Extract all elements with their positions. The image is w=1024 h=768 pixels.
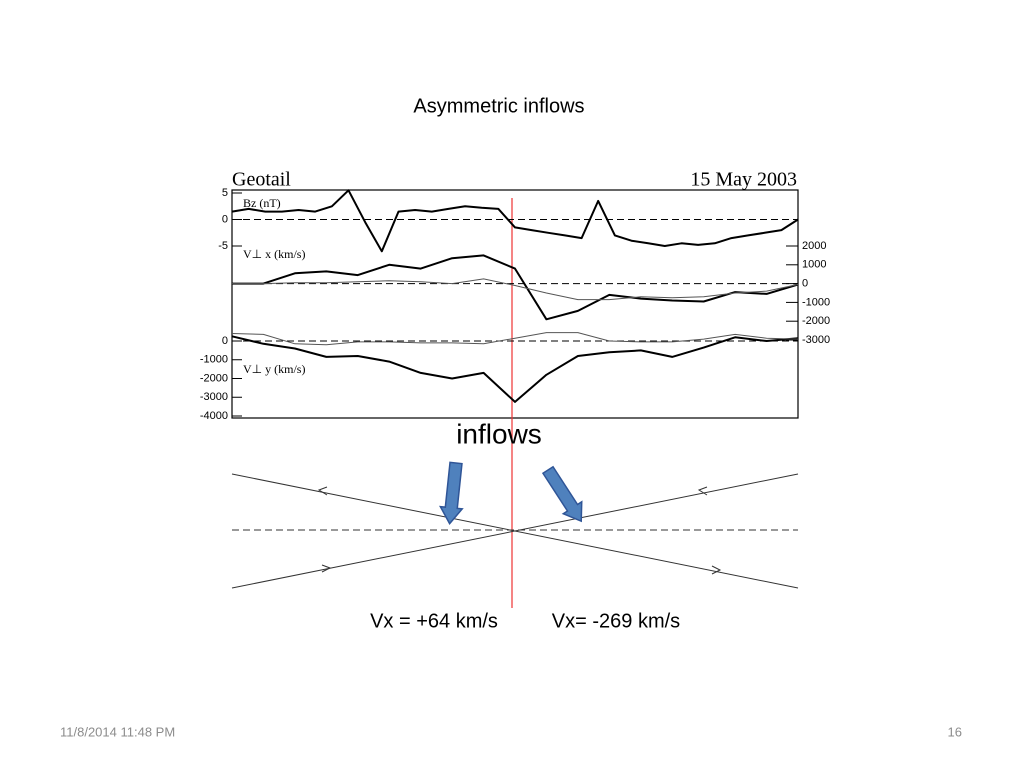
y-tick-label: -4000 xyxy=(200,410,228,422)
data-line xyxy=(232,254,799,321)
panel-label: V⊥ x (km/s) xyxy=(243,247,305,261)
chevron xyxy=(697,486,708,496)
y-tick-label: -5 xyxy=(218,240,228,252)
reconnection-diagram xyxy=(231,473,799,589)
panel-label: Bz (nT) xyxy=(243,196,281,210)
y-tick-label: 1000 xyxy=(802,259,826,271)
y-tick-label: -3000 xyxy=(802,334,830,346)
chevron xyxy=(321,564,332,573)
data-line xyxy=(231,332,799,346)
footer-date: 11/8/2014 11:48 PM xyxy=(60,724,175,739)
data-line xyxy=(231,335,799,403)
inflows-label: inflows xyxy=(456,418,542,449)
panel-label: V⊥ y (km/s) xyxy=(243,362,305,376)
y-tick-label: 2000 xyxy=(802,240,826,252)
figure-header-right: 15 May 2003 xyxy=(690,169,797,191)
inflow-arrow xyxy=(439,461,464,525)
data-line xyxy=(231,189,799,253)
y-tick-label: -3000 xyxy=(200,391,228,403)
vx-left: Vx = +64 km/s xyxy=(370,610,498,632)
y-tick-label: 0 xyxy=(222,213,228,225)
chevron xyxy=(317,486,328,496)
y-tick-label: -1000 xyxy=(200,354,228,366)
inflow-arrow xyxy=(541,465,583,523)
y-tick-label: -2000 xyxy=(200,372,228,384)
y-tick-label: 5 xyxy=(222,187,228,199)
figure-header-left: Geotail xyxy=(232,169,291,191)
slide-title: Asymmetric inflows xyxy=(413,95,584,117)
data-line xyxy=(232,278,799,301)
vx-right: Vx= -269 km/s xyxy=(552,610,680,632)
figure-frame xyxy=(231,189,799,419)
y-tick-label: 0 xyxy=(802,278,808,290)
y-tick-label: -2000 xyxy=(802,315,830,327)
y-tick-label: -1000 xyxy=(802,296,830,308)
footer-page: 16 xyxy=(948,724,962,739)
y-tick-label: 0 xyxy=(222,335,228,347)
chevron xyxy=(711,565,722,575)
